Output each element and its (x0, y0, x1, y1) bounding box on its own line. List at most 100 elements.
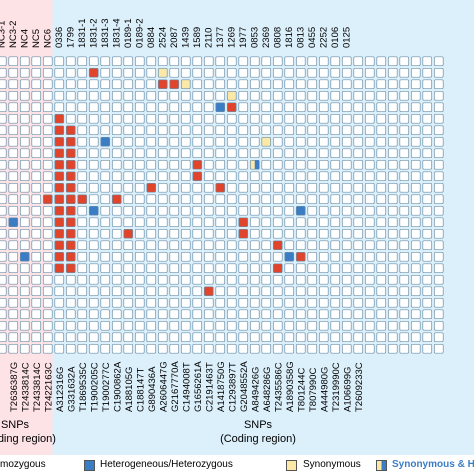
cell-empty (387, 320, 398, 331)
cell-empty (399, 159, 410, 170)
cell-empty (261, 263, 272, 274)
cell-empty (8, 332, 19, 343)
cell-empty (422, 240, 433, 251)
cell-empty (376, 102, 387, 113)
cell-empty (215, 79, 226, 90)
cell-empty (88, 171, 99, 182)
cell-empty (134, 205, 145, 216)
cell-empty (261, 332, 272, 343)
cell-empty (157, 332, 168, 343)
cell-empty (272, 228, 283, 239)
cell-empty (111, 171, 122, 182)
cell-empty (42, 332, 53, 343)
cell-empty (341, 79, 352, 90)
cell-empty (318, 194, 329, 205)
cell-empty (111, 286, 122, 297)
cell-empty (203, 194, 214, 205)
cell-empty (307, 240, 318, 251)
cell-empty (376, 217, 387, 228)
cell-empty (19, 309, 30, 320)
cell-empty (387, 125, 398, 136)
cell-empty (330, 136, 341, 147)
cell-empty (422, 343, 433, 354)
cell-empty (123, 182, 134, 193)
cell-empty (422, 102, 433, 113)
cell-empty (123, 90, 134, 101)
cell-empty (88, 251, 99, 262)
cell-red (203, 286, 214, 297)
cell-empty (387, 113, 398, 124)
cell-empty (0, 240, 7, 251)
cell-empty (226, 263, 237, 274)
cell-empty (387, 286, 398, 297)
cell-empty (146, 102, 157, 113)
cell-empty (226, 274, 237, 285)
row-label: T801244C (296, 367, 307, 412)
cell-empty (31, 205, 42, 216)
cell-empty (238, 320, 249, 331)
cell-empty (353, 148, 364, 159)
cell-empty (284, 136, 295, 147)
cell-empty (341, 251, 352, 262)
cell-empty (215, 90, 226, 101)
cell-empty (261, 297, 272, 308)
cell-empty (134, 297, 145, 308)
noncoding-region-title: SNPs (1, 419, 30, 431)
cell-empty (249, 182, 260, 193)
cell-empty (341, 148, 352, 159)
cell-empty (376, 343, 387, 354)
cell-empty (100, 343, 111, 354)
column-headers: NC3-1 NC3-2 NC4 NC5 NC6 0336 1799 1831-1 1831-2 1… (0, 18, 352, 48)
cell-empty (422, 79, 433, 90)
cell-empty (272, 251, 283, 262)
legend: mozygous Heterogeneous/Heterozygous Syno… (0, 455, 474, 474)
cell-empty (353, 286, 364, 297)
cell-empty (238, 79, 249, 90)
cell-empty (65, 274, 76, 285)
cell-empty (410, 67, 421, 78)
cell-empty (272, 125, 283, 136)
cell-empty (169, 56, 180, 67)
cell-empty (272, 194, 283, 205)
cell-empty (261, 113, 272, 124)
cell-empty (88, 125, 99, 136)
cell-empty (100, 332, 111, 343)
cell-empty (272, 56, 283, 67)
cell-empty (295, 217, 306, 228)
cell-empty (410, 182, 421, 193)
cell-empty (422, 286, 433, 297)
cell-empty (330, 56, 341, 67)
legend-both-swatch (376, 460, 387, 471)
cell-empty (180, 309, 191, 320)
cell-empty (88, 148, 99, 159)
cell-empty (88, 102, 99, 113)
cell-empty (284, 228, 295, 239)
cell-red (215, 182, 226, 193)
cell-empty (65, 67, 76, 78)
cell-empty (0, 148, 7, 159)
cell-empty (123, 125, 134, 136)
cell-empty (249, 332, 260, 343)
cell-empty (399, 228, 410, 239)
cell-empty (77, 67, 88, 78)
cell-empty (261, 286, 272, 297)
cell-empty (433, 228, 444, 239)
cell-empty (341, 125, 352, 136)
cell-empty (307, 274, 318, 285)
cell-empty (31, 228, 42, 239)
cell-empty (169, 251, 180, 262)
cell-empty (284, 67, 295, 78)
cell-empty (226, 205, 237, 216)
cell-empty (180, 56, 191, 67)
cell-empty (422, 297, 433, 308)
cell-red (238, 228, 249, 239)
cell-empty (249, 309, 260, 320)
cell-empty (111, 136, 122, 147)
cell-empty (180, 194, 191, 205)
cell-red (295, 251, 306, 262)
cell-red (54, 263, 65, 274)
cell-empty (295, 343, 306, 354)
cell-empty (272, 297, 283, 308)
cell-empty (433, 125, 444, 136)
cell-empty (31, 343, 42, 354)
